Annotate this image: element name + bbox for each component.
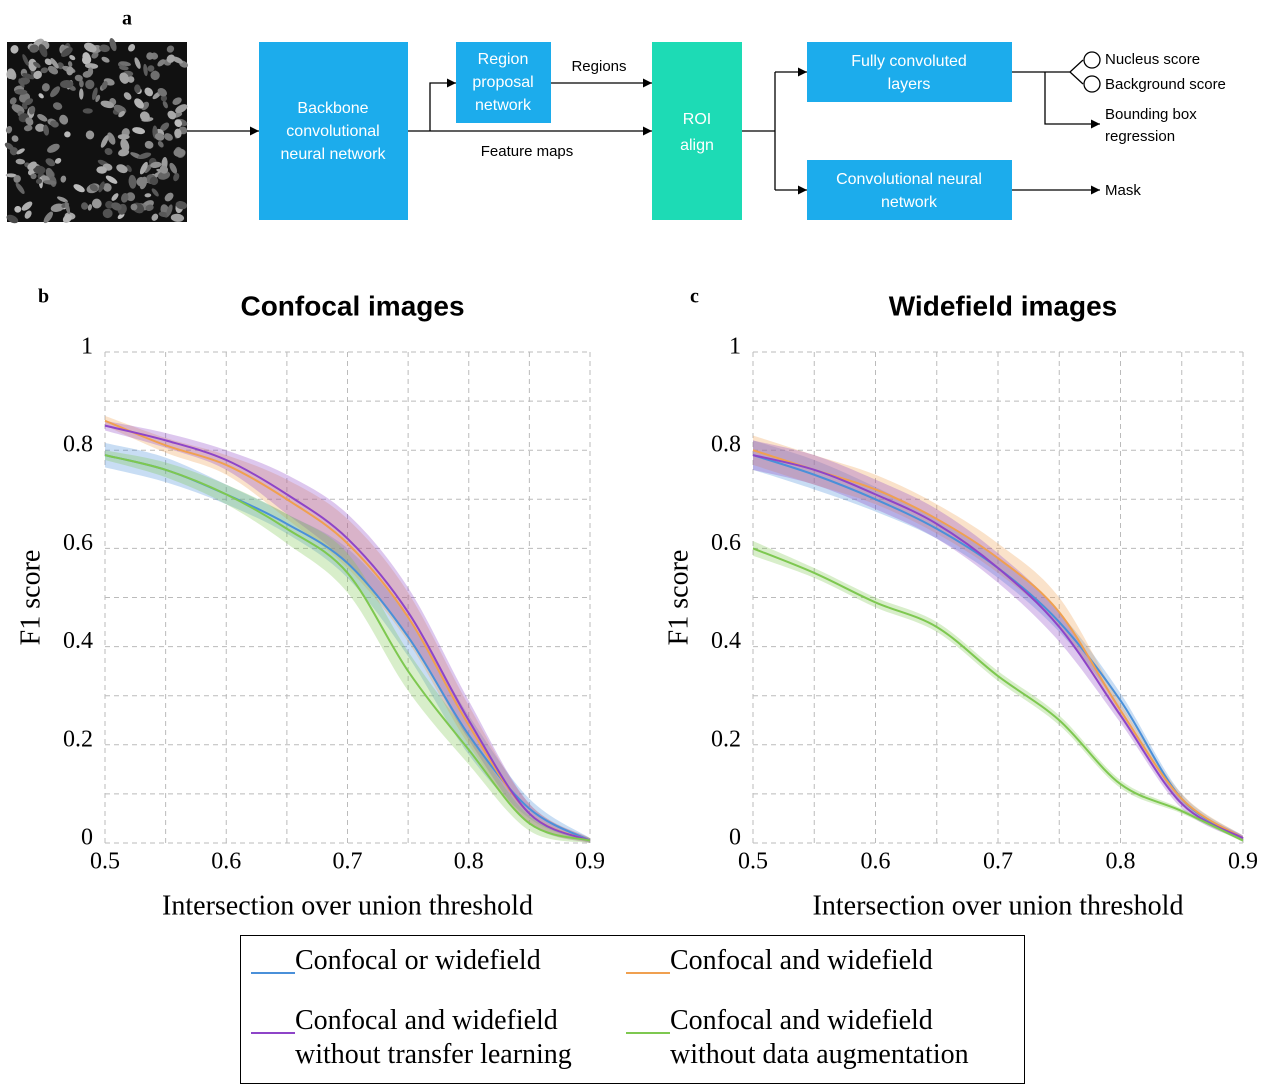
legend-label: Confocal and widefield bbox=[670, 944, 1000, 978]
box-label: layers bbox=[888, 76, 931, 93]
y-axis-label: F1 score bbox=[663, 550, 694, 646]
box-label: Convolutional neural bbox=[836, 171, 982, 188]
edge-label: Feature maps bbox=[481, 143, 574, 160]
legend-swatch bbox=[626, 972, 670, 974]
y-tick-label: 0 bbox=[81, 825, 93, 851]
y-tick-label: 0.4 bbox=[711, 628, 741, 654]
legend-label: Confocal and widefield without data augm… bbox=[670, 1004, 1000, 1072]
box-roi bbox=[652, 42, 742, 220]
microscopy-image bbox=[3, 36, 189, 225]
box-label: neural network bbox=[281, 146, 387, 163]
box-label: Fully convoluted bbox=[851, 53, 967, 70]
x-tick-label: 0.9 bbox=[575, 849, 605, 875]
output-label: Background score bbox=[1105, 76, 1226, 93]
legend-entry: Confocal and widefield without data augm… bbox=[626, 1004, 1001, 1076]
y-axis-label: F1 score bbox=[15, 550, 46, 646]
box-label: proposal bbox=[472, 74, 533, 91]
y-tick-label: 0.8 bbox=[711, 432, 741, 458]
y-tick-label: 0.6 bbox=[711, 530, 741, 556]
x-tick-label: 0.7 bbox=[983, 849, 1013, 875]
chart-title: Widefield images bbox=[889, 290, 1117, 321]
legend-swatch bbox=[251, 972, 295, 974]
x-tick-label: 0.6 bbox=[211, 849, 241, 875]
x-axis-label: Intersection over union threshold bbox=[813, 890, 1184, 921]
y-tick-label: 1 bbox=[81, 334, 93, 360]
x-tick-label: 0.8 bbox=[1106, 849, 1136, 875]
legend-label: Confocal and widefield without transfer … bbox=[295, 1004, 625, 1072]
y-tick-label: 0.6 bbox=[63, 530, 93, 556]
x-tick-label: 0.5 bbox=[90, 849, 120, 875]
box-label: align bbox=[680, 137, 714, 154]
box-label: network bbox=[475, 97, 532, 114]
y-tick-label: 0 bbox=[729, 825, 741, 851]
box-label: network bbox=[881, 194, 938, 211]
x-axis-label: Intersection over union threshold bbox=[162, 890, 533, 921]
y-tick-label: 0.4 bbox=[63, 628, 93, 654]
y-tick-label: 0.8 bbox=[63, 432, 93, 458]
figure: a b c Backbone convolutional neural netw… bbox=[0, 0, 1262, 935]
legend-entry: Confocal and widefield bbox=[626, 944, 1001, 1000]
legend: Confocal or widefield Confocal and widefi… bbox=[240, 935, 1025, 1084]
x-tick-label: 0.8 bbox=[454, 849, 484, 875]
line bbox=[105, 455, 590, 840]
panel-label: a bbox=[122, 8, 132, 30]
y-tick-label: 0.2 bbox=[711, 726, 741, 752]
x-tick-label: 0.6 bbox=[861, 849, 891, 875]
output-label: Bounding box bbox=[1105, 106, 1197, 123]
x-tick-label: 0.5 bbox=[738, 849, 768, 875]
output-label: Mask bbox=[1105, 182, 1141, 199]
line bbox=[105, 455, 590, 840]
box-label: Region bbox=[478, 51, 529, 68]
x-tick-label: 0.9 bbox=[1228, 849, 1258, 875]
output-label: regression bbox=[1105, 128, 1175, 145]
legend-entry: Confocal and widefield without transfer … bbox=[251, 1004, 626, 1076]
legend-label: Confocal or widefield bbox=[295, 944, 625, 978]
legend-entry: Confocal or widefield bbox=[251, 944, 626, 1000]
panel-label: b bbox=[38, 286, 49, 308]
legend-swatch bbox=[251, 1032, 295, 1034]
panel-label: c bbox=[690, 286, 699, 308]
legend-swatch bbox=[626, 1032, 670, 1034]
chart-title: Confocal images bbox=[240, 290, 464, 321]
edge-label: Regions bbox=[571, 58, 626, 75]
box-label: convolutional bbox=[286, 123, 379, 140]
y-tick-label: 0.2 bbox=[63, 726, 93, 752]
page: a b c Backbone convolutional neural netw… bbox=[0, 0, 1262, 1084]
x-tick-label: 0.7 bbox=[333, 849, 363, 875]
output-label: Nucleus score bbox=[1105, 51, 1200, 68]
y-tick-label: 1 bbox=[729, 334, 741, 360]
box-label: ROI bbox=[683, 111, 711, 128]
box-label: Backbone bbox=[297, 100, 368, 117]
